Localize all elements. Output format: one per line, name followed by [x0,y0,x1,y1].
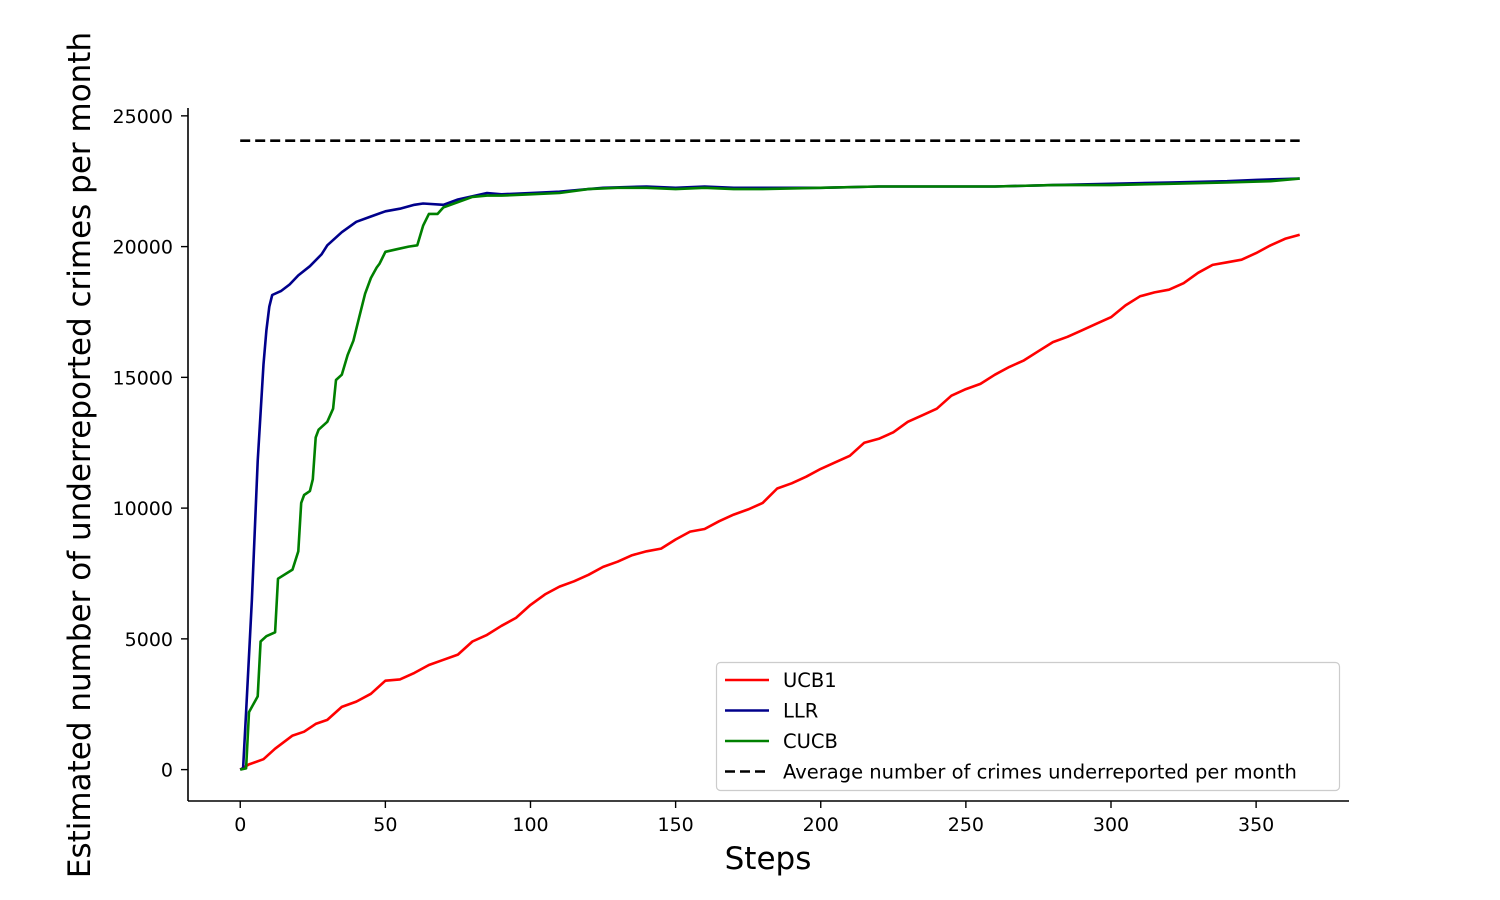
y-tick-label: 10000 [113,498,173,520]
legend: UCB1 LLR CUCB Average number of crimes unde… [715,661,1341,792]
x-tick-label: 300 [1093,814,1129,836]
series-line-3 [239,177,1300,771]
legend-frame [715,661,1341,792]
legend-label-3: CUCB [783,730,838,753]
legend-label-4: Average number of crimes underreported p… [783,761,1297,784]
x-tick-label: 50 [373,814,397,836]
series-line-1 [239,233,1301,771]
x-axis-title: Steps [725,841,812,877]
x-tick-label: 250 [948,814,984,836]
y-tick-label: 0 [161,760,173,782]
y-axis-title: Estimated number of underreported crimes… [62,32,98,878]
y-tick-label: 15000 [113,367,173,389]
x-tick-label: 350 [1238,814,1274,836]
y-tick-label: 5000 [125,629,173,651]
x-tick-label: 100 [512,814,548,836]
series-layer [239,139,1301,771]
axes-layer [187,108,1349,802]
legend-label-1: UCB1 [783,669,837,692]
x-tick-label: 150 [657,814,693,836]
x-tick-label: 0 [234,814,246,836]
y-tick-label: 20000 [113,237,173,259]
legend-label-2: LLR [783,700,818,723]
y-tick-label: 25000 [113,106,173,128]
x-tick-label: 200 [803,814,839,836]
legend-items: UCB1 LLR CUCB Average number of crimes unde… [725,669,1297,784]
ticks-layer: 0 50 100 150 200 250 300 350 0 5000 10000 15000 2000… [113,106,1275,836]
